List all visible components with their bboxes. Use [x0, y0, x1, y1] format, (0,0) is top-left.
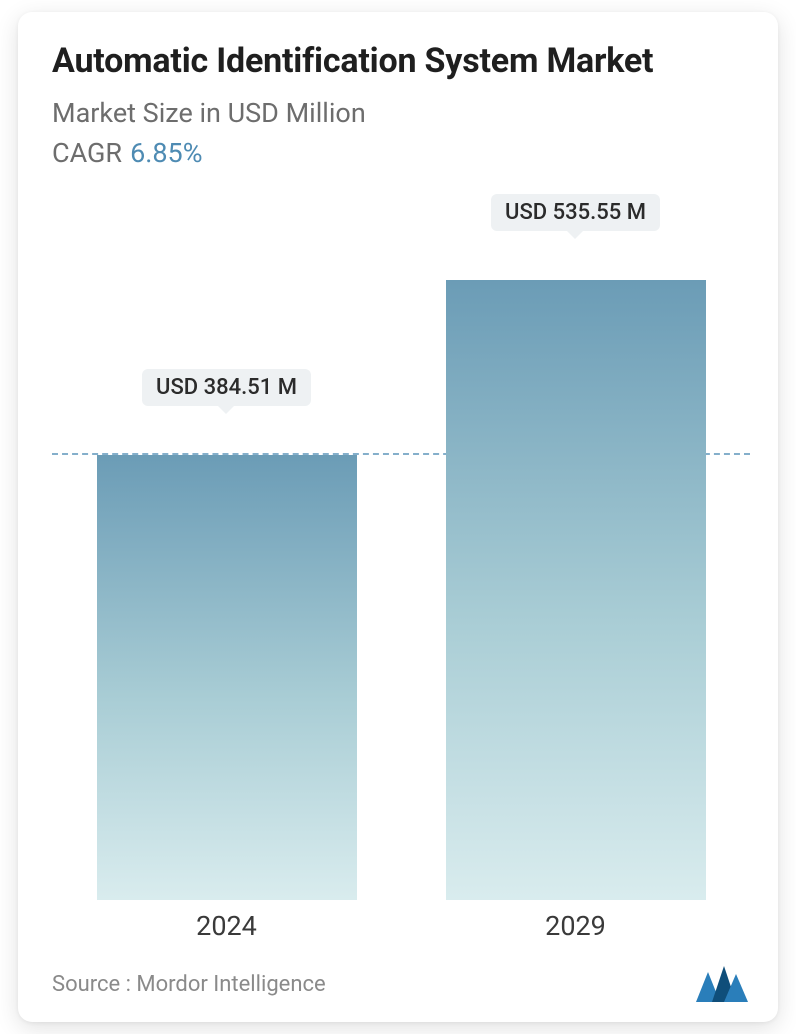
- chart-plot-area: USD 384.51 M USD 535.55 M: [52, 197, 750, 901]
- cagr-label: CAGR: [52, 137, 122, 169]
- bar-1: [446, 280, 706, 900]
- x-axis-labels: 2024 2029: [52, 910, 750, 942]
- bars-container: USD 384.51 M USD 535.55 M: [52, 197, 750, 901]
- chart-card: Automatic Identification System Market M…: [18, 12, 778, 1022]
- bar-0: [97, 455, 357, 900]
- cagr-value: 6.85%: [130, 137, 202, 169]
- bar-column-1: USD 535.55 M: [418, 197, 732, 901]
- value-bubble-0: USD 384.51 M: [142, 369, 311, 406]
- x-label-0: 2024: [69, 910, 383, 942]
- source-text: Source : Mordor Intelligence: [52, 972, 326, 997]
- bar-column-0: USD 384.51 M: [69, 197, 383, 901]
- cagr-line: CAGR6.85%: [52, 137, 750, 169]
- chart-title: Automatic Identification System Market: [52, 40, 692, 83]
- mordor-logo-icon: [694, 964, 750, 1004]
- x-label-1: 2029: [418, 910, 732, 942]
- chart-subtitle: Market Size in USD Million: [52, 97, 750, 129]
- value-bubble-1: USD 535.55 M: [491, 194, 660, 231]
- chart-footer: Source : Mordor Intelligence: [52, 964, 750, 1004]
